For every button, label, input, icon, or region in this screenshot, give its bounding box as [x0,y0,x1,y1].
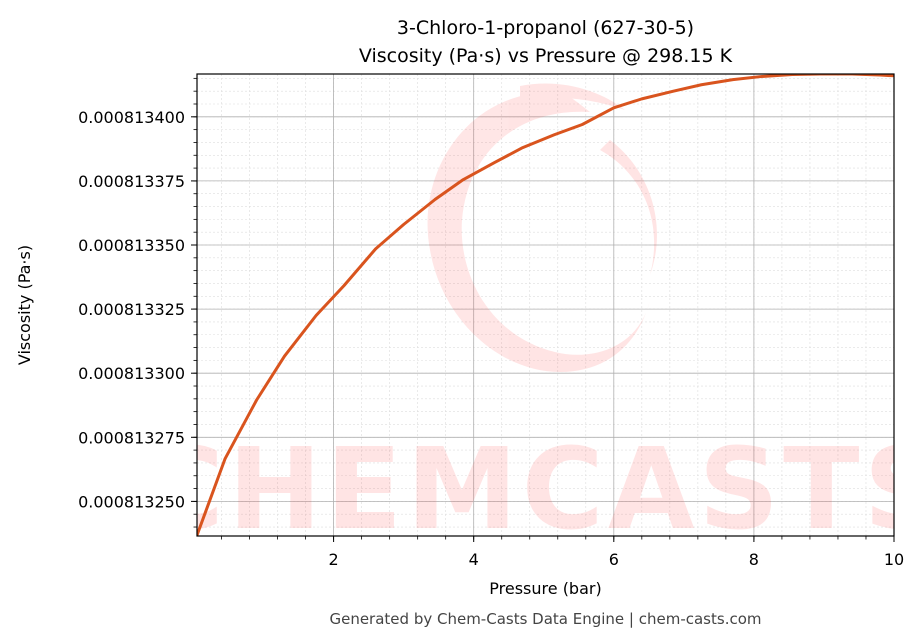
footer-credit: Generated by Chem-Casts Data Engine | ch… [329,610,761,628]
data-point [640,97,644,101]
watermark-text: CHEMCASTS [142,425,922,555]
y-tick-label: 0.000813275 [78,428,185,447]
data-point [314,314,318,317]
data-point [581,123,584,126]
plot-area [197,74,894,536]
data-point [493,161,496,164]
chart-title: 3-Chloro-1-propanol (627-30-5) [397,17,694,39]
data-point [402,223,405,226]
y-axis-label: Viscosity (Pa·s) [15,245,34,365]
y-tick-label: 0.000813350 [78,236,185,255]
x-tick-label: 6 [609,550,619,569]
data-point [700,83,703,86]
data-point [283,354,286,358]
y-tick-label: 0.000813300 [78,364,185,383]
data-point [223,457,227,461]
y-axis: 0.000813250 0.000813275 0.000813300 0.00081… [78,77,197,528]
x-axis-label: Pressure (bar) [489,579,601,598]
data-point [461,178,465,181]
chart-subtitle: Viscosity (Pa·s) vs Pressure @ 298.15 K [359,45,733,67]
data-point [342,284,346,287]
x-tick-label: 10 [884,550,904,569]
x-tick-label: 8 [749,550,759,569]
y-tick-label: 0.000813400 [78,108,185,127]
data-point [731,78,735,81]
data-point [374,247,377,251]
data-point [255,398,258,402]
data-point [759,75,763,78]
y-tick-label: 0.000813325 [78,300,185,319]
y-tick-label: 0.000813250 [78,492,185,511]
data-point [553,133,556,136]
watermark: CHEMCASTS [142,83,922,555]
y-tick-label: 0.000813375 [78,172,185,191]
data-point [672,89,675,93]
x-axis: 2 4 6 8 10 [221,536,904,569]
x-tick-label: 4 [469,550,479,569]
x-tick-label: 2 [329,550,339,569]
data-point [612,106,615,110]
data-point [521,146,524,149]
data-point [433,198,437,201]
watermark-swirl-icon [427,83,657,372]
plot-frame [196,73,895,537]
